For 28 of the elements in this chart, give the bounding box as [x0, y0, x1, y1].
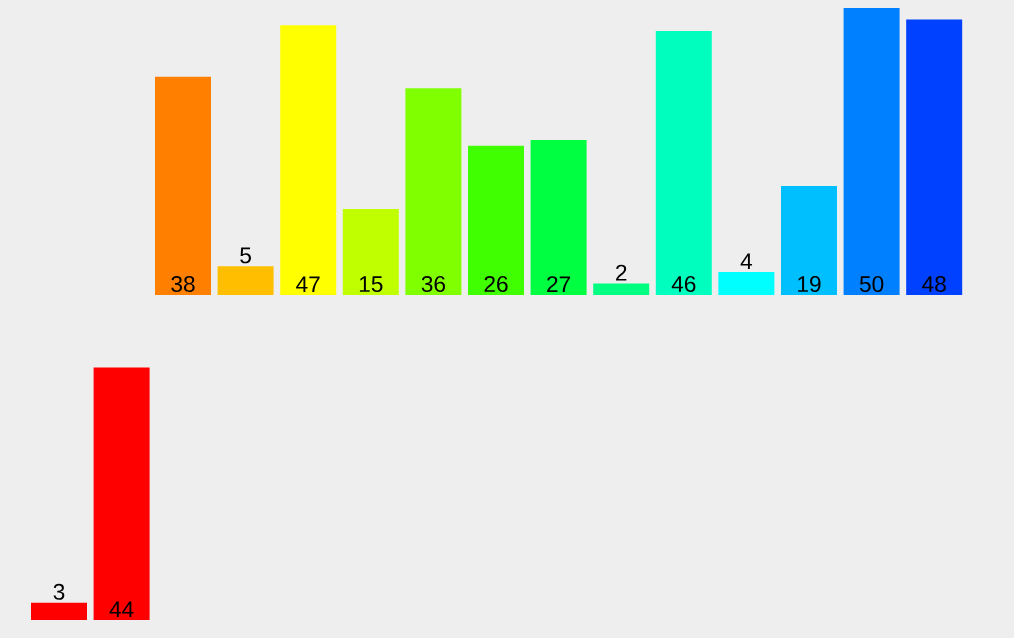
data-label: 47 — [296, 276, 320, 293]
data-label: 26 — [484, 276, 508, 293]
data-label: 4 — [740, 253, 753, 270]
bar — [718, 272, 775, 295]
data-label: 19 — [798, 276, 821, 293]
bar — [593, 283, 650, 295]
bar — [342, 208, 399, 295]
data-label: 27 — [547, 276, 571, 293]
data-label: 5 — [240, 247, 251, 264]
data-label: 44 — [109, 601, 134, 618]
bar — [906, 19, 963, 295]
bar — [655, 30, 712, 295]
data-label: 38 — [171, 276, 195, 293]
data-label: 36 — [421, 276, 445, 293]
bar — [217, 266, 274, 295]
data-label: 48 — [922, 276, 946, 293]
bar — [155, 76, 211, 295]
bar — [843, 7, 900, 295]
data-label: 2 — [616, 264, 627, 281]
data-label: 46 — [671, 276, 696, 293]
data-label: 15 — [359, 276, 383, 293]
bar — [468, 145, 524, 295]
bar — [405, 88, 462, 295]
bar — [780, 185, 837, 295]
data-label: 3 — [53, 583, 65, 600]
data-label: 50 — [859, 276, 884, 293]
bar — [530, 140, 587, 295]
bar — [280, 25, 337, 295]
